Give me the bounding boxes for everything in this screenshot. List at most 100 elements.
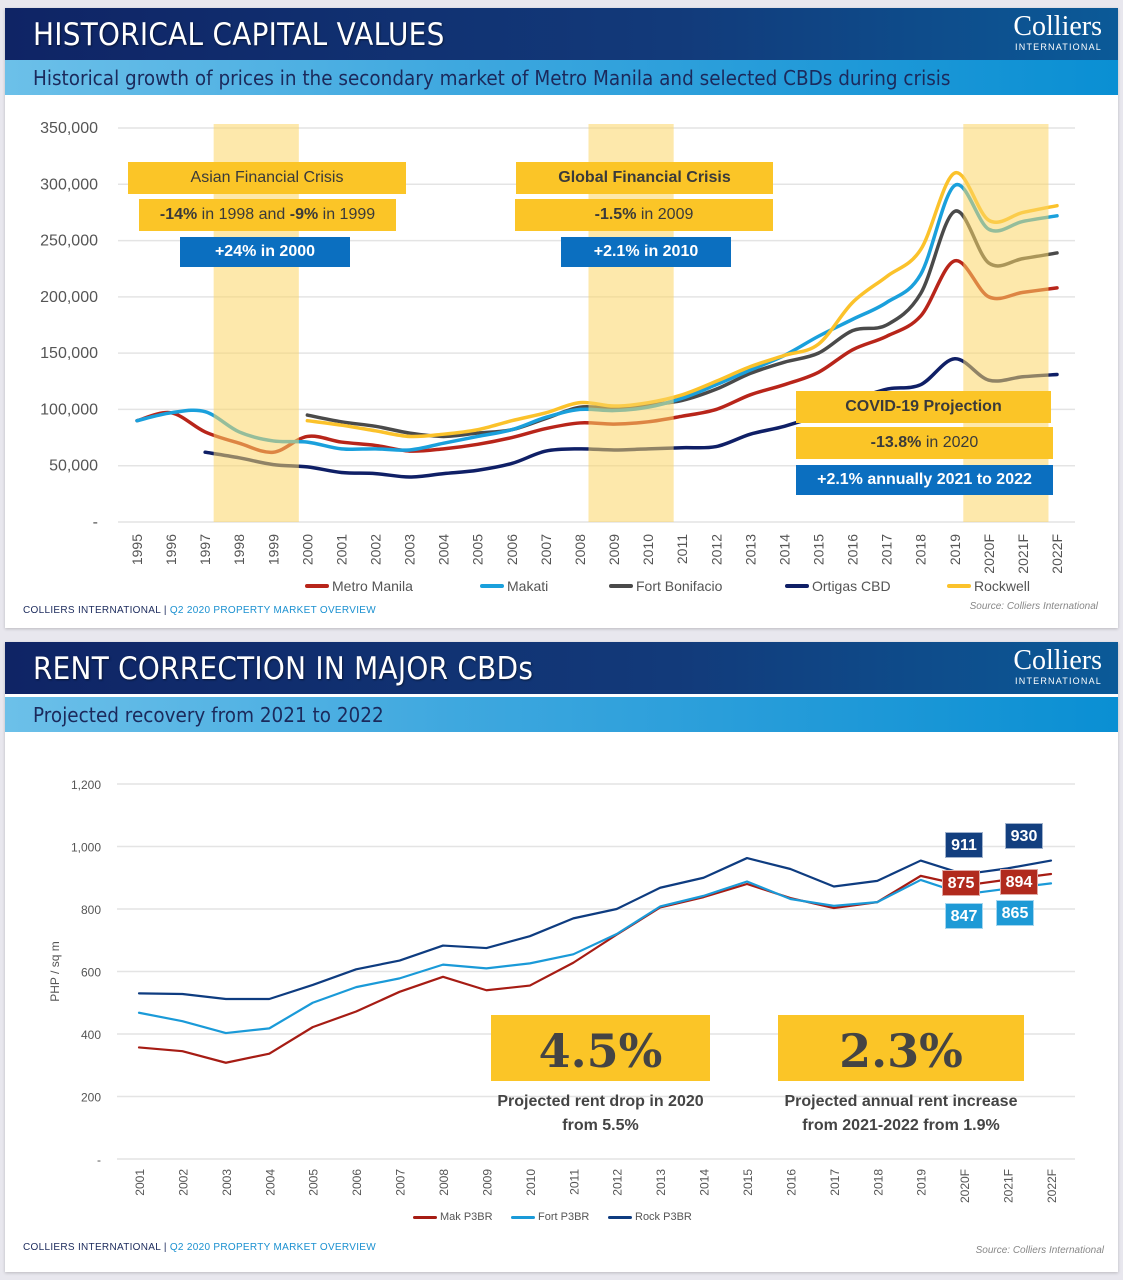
x-tick-label: 2019 (947, 534, 963, 565)
legend-swatch (480, 584, 504, 588)
x-tick-label: 2010 (524, 1169, 538, 1196)
x-tick-label: 2012 (611, 1169, 625, 1196)
x-tick-label: 2022F (1049, 534, 1065, 574)
x-tick-label: 2007 (538, 534, 554, 565)
legend-label: Makati (507, 578, 549, 594)
slide-title: HISTORICAL CAPITAL VALUES (33, 17, 445, 53)
x-tick-label: 1997 (197, 534, 213, 565)
legend-label: Ortigas CBD (812, 578, 891, 594)
colliers-logo: Colliers INTERNATIONAL (1013, 645, 1102, 687)
rent-increase-caption: Projected annual rent increase from 2021-… (751, 1090, 1051, 1138)
asian-crisis-recovery: +24% in 2000 (180, 237, 350, 267)
x-tick-label: 2016 (784, 1169, 798, 1196)
x-tick-label: 2019 (915, 1169, 929, 1196)
source-note: Source: Colliers International (969, 601, 1098, 612)
x-tick-label: 2010 (640, 534, 656, 565)
legend-label: Mak P3BR (440, 1211, 493, 1223)
drop-2009: -1.5% (594, 206, 637, 223)
slide-subtitle: Projected recovery from 2021 to 2022 (33, 703, 384, 727)
footer: COLLIERS INTERNATIONAL | Q2 2020 PROPERT… (23, 605, 376, 616)
global-crisis-title: Global Financial Crisis (516, 162, 773, 194)
legend-label: Fort Bonifacio (636, 578, 723, 594)
legend-item-mak-p3br: Mak P3BR (413, 1211, 493, 1223)
data-label-mak-2020f: 875 (942, 870, 980, 896)
y-tick-label: - (97, 1153, 101, 1167)
series-line-rockwell (305, 171, 1059, 439)
y-tick-label: 200 (81, 1091, 101, 1105)
x-tick-label: 2011 (674, 534, 690, 564)
series-line-rock-p3br (137, 856, 1053, 1001)
drop-1999: -9% (289, 206, 319, 223)
x-tick-label: 2017 (879, 534, 895, 565)
covid-projection-drop: -13.8% in 2020 (796, 427, 1053, 459)
legend-swatch (785, 584, 809, 588)
data-label-rock-2020f: 911 (945, 832, 983, 858)
caption-line: from 2021-2022 from 1.9% (802, 1117, 1000, 1134)
x-tick-label: 2022F (1045, 1169, 1059, 1203)
drop-2020: -13.8% (870, 434, 922, 451)
x-tick-label: 2002 (368, 534, 384, 565)
crisis-highlight-band (963, 124, 1049, 522)
drop-text: in 2020 (921, 434, 979, 451)
slide-header: RENT CORRECTION IN MAJOR CBDs Colliers I… (5, 642, 1118, 694)
data-label-fort-2021f: 865 (996, 900, 1034, 926)
x-tick-label: 2015 (741, 1169, 755, 1196)
global-crisis-drop: -1.5% in 2009 (515, 199, 773, 231)
legend-item-metro-manila: Metro Manila (305, 578, 413, 594)
x-tick-label: 1998 (231, 534, 247, 565)
x-tick-label: 1999 (265, 534, 281, 565)
y-tick-label: 200,000 (40, 289, 98, 306)
global-crisis-recovery: +2.1% in 2010 (561, 237, 731, 267)
series-line-fort-p3br (137, 878, 1053, 1035)
x-tick-label: 2003 (402, 534, 418, 565)
data-label-mak-2021f: 894 (1000, 869, 1038, 895)
subtitle-band: Historical growth of prices in the secon… (5, 60, 1118, 95)
x-tick-label: 2008 (572, 534, 588, 565)
capital-values-line-chart: - 50,000 100,000 150,000 200,000 250,000 300,0… (40, 120, 1075, 574)
x-tick-label: 2007 (394, 1169, 408, 1196)
x-tick-label: 2005 (307, 1169, 321, 1196)
x-tick-label: 2006 (350, 1169, 364, 1196)
legend-item-rockwell: Rockwell (947, 578, 1030, 594)
footer-report: Q2 2020 PROPERTY MARKET OVERVIEW (169, 1242, 376, 1253)
footer-company: COLLIERS INTERNATIONAL (23, 1242, 161, 1253)
legend-label: Rockwell (974, 578, 1031, 594)
legend-item-rock-p3br: Rock P3BR (608, 1211, 692, 1223)
x-tick-label: 2020F (958, 1169, 972, 1203)
x-tick-label: 2020F (981, 534, 997, 574)
legend-swatch (413, 1215, 437, 1219)
x-tick-label: 2018 (871, 1169, 885, 1196)
logo-name: Colliers (1013, 11, 1102, 42)
rent-line-chart: - 200 400 600 800 1,000 1,200 2001 2002 2003 2004 2… (48, 778, 1075, 1203)
series-line-mak-p3br (137, 872, 1053, 1064)
x-tick-label: 2014 (776, 534, 792, 565)
rent-drop-callout: 4.5% (491, 1015, 710, 1081)
logo-sub: INTERNATIONAL (1015, 676, 1102, 686)
y-tick-label: 1,000 (71, 841, 101, 855)
logo-name: Colliers (1013, 645, 1102, 676)
x-tick-label: 2005 (470, 534, 486, 565)
x-tick-label: 2021F (1015, 534, 1031, 574)
asian-crisis-drop: -14% in 1998 and -9% in 1999 (139, 199, 396, 231)
footer-separator: | (163, 605, 167, 616)
legend-label: Metro Manila (332, 578, 413, 594)
y-tick-label: 150,000 (40, 345, 98, 362)
x-tick-label: 2018 (913, 534, 929, 565)
caption-line: from 5.5% (562, 1117, 639, 1134)
legend-swatch (511, 1215, 535, 1219)
y-tick-label: 100,000 (40, 401, 98, 418)
subtitle-band: Projected recovery from 2021 to 2022 (5, 697, 1118, 732)
legend-swatch (947, 584, 971, 588)
x-tick-label: 2006 (504, 534, 520, 565)
x-tick-label: 2017 (828, 1169, 842, 1196)
x-tick-label: 2002 (176, 1169, 190, 1196)
legend-item-ortigas-cbd: Ortigas CBD (785, 578, 891, 594)
x-tick-label: 1995 (129, 534, 145, 565)
logo-sub: INTERNATIONAL (1015, 42, 1102, 52)
legend-label: Rock P3BR (635, 1211, 692, 1223)
y-tick-label: 800 (81, 903, 101, 917)
data-label-rock-2021f: 930 (1005, 823, 1043, 849)
source-note: Source: Colliers International (975, 1245, 1104, 1256)
rent-drop-caption: Projected rent drop in 2020 from 5.5% (465, 1090, 736, 1138)
footer: COLLIERS INTERNATIONAL | Q2 2020 PROPERT… (23, 1242, 376, 1253)
